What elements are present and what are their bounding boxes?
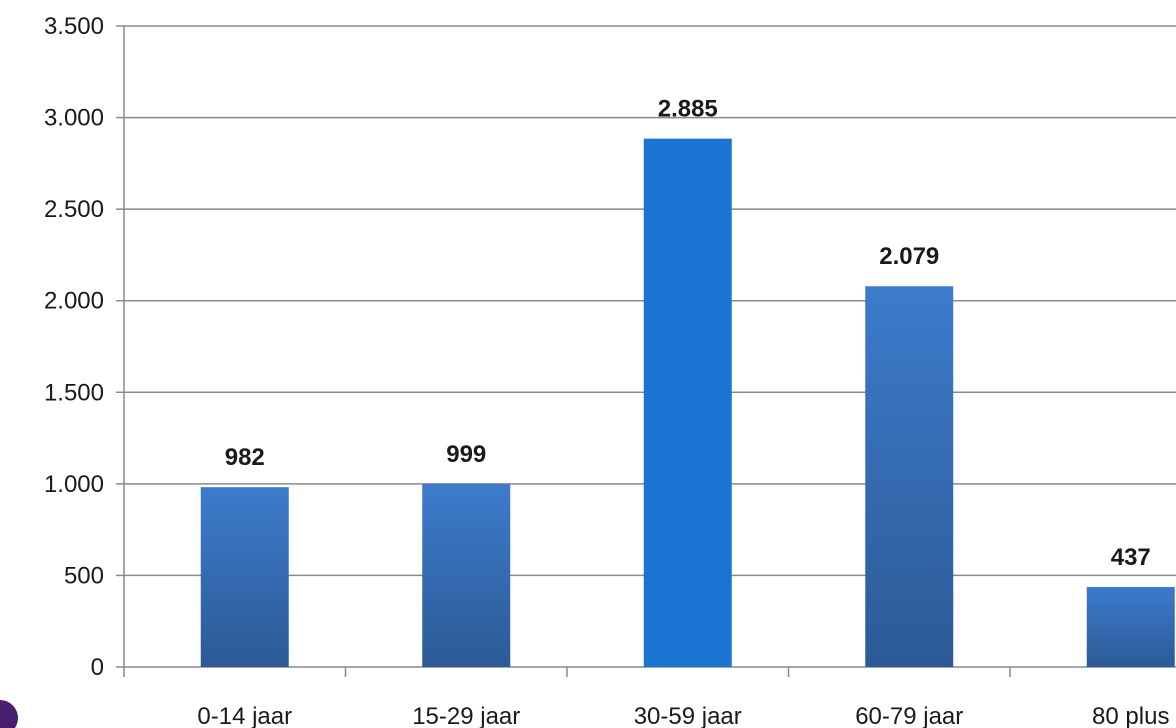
y-tick-label: 3.000: [44, 105, 104, 132]
data-label: 982: [225, 444, 265, 471]
data-label: 999: [446, 441, 486, 468]
corner-logo-fragment: [0, 700, 18, 728]
y-tick-label: 500: [64, 562, 104, 589]
bars: [200, 138, 1175, 667]
bar-80-plus: [1086, 586, 1175, 667]
data-label: 2.885: [658, 96, 718, 123]
y-tick-label: 0: [91, 654, 104, 681]
y-tick-label: 1.500: [44, 379, 104, 406]
data-label: 437: [1111, 544, 1151, 571]
x-tick-label: 0-14 jaar: [197, 703, 292, 728]
y-tick-label: 3.500: [44, 13, 104, 40]
x-tick-label: 15-29 jaar: [412, 703, 520, 728]
bar-15-29-jaar: [422, 484, 511, 667]
y-tick-label: 1.000: [44, 471, 104, 498]
data-label: 2.079: [879, 243, 939, 270]
bar-60-79-jaar: [865, 286, 954, 667]
x-tick-label: 30-59 jaar: [634, 703, 742, 728]
y-tick-label: 2.500: [44, 196, 104, 223]
y-tick-label: 2.000: [44, 288, 104, 315]
bar-30-59-jaar: [643, 138, 732, 667]
labels: 0 500 1.000 1.500 2.000 2.500 3.000 3.500 982 0-1…: [44, 13, 1170, 728]
bar-0-14-jaar: [200, 487, 289, 667]
x-tick-label: 80 plus: [1092, 703, 1169, 728]
x-tick-label: 60-79 jaar: [855, 703, 963, 728]
